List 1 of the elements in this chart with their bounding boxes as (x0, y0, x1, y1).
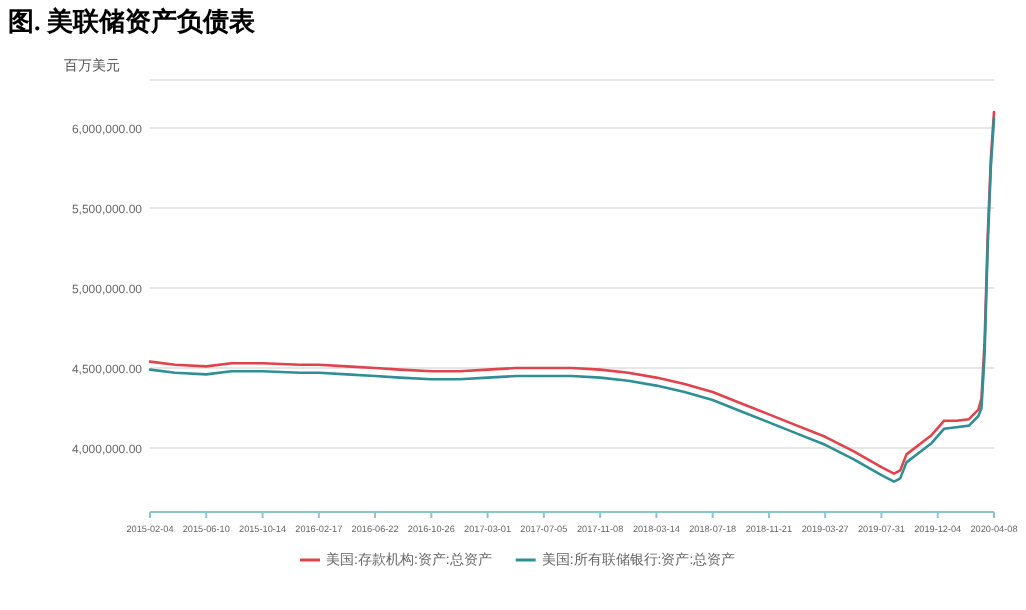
chart-title: 图. 美联储资产负债表 (8, 6, 257, 36)
